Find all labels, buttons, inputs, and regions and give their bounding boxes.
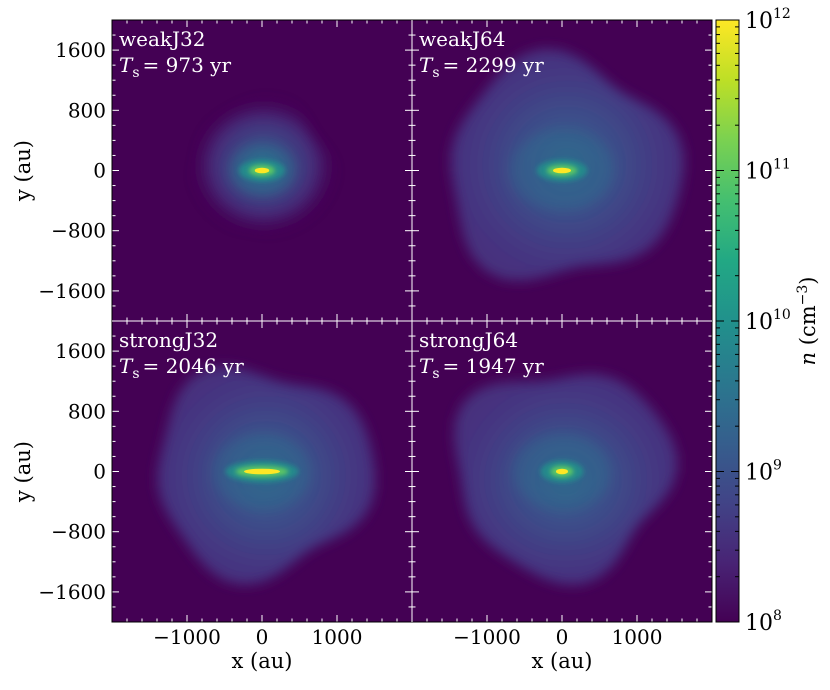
y-tick-label: −800 [51, 219, 106, 243]
panel-time-label: Ts = 2299 yr [419, 53, 544, 81]
y-axis-title: y (au) [11, 140, 35, 202]
disk-core [244, 468, 280, 475]
panel-strongJ64 [412, 321, 712, 622]
y-tick-label: 1600 [55, 38, 106, 62]
disk-core [556, 468, 568, 475]
x-axis-title: x (au) [532, 649, 593, 673]
y-tick-label: 1600 [55, 339, 106, 363]
x-tick-label: −1000 [453, 625, 521, 649]
panel-time-label: Ts = 973 yr [119, 53, 231, 81]
panel-strongJ32 [112, 321, 412, 622]
disk-core [254, 167, 270, 174]
x-tick-label: −1000 [153, 625, 221, 649]
x-tick-label: 1000 [312, 625, 363, 649]
x-tick-label: 0 [256, 625, 269, 649]
disk-core [553, 167, 571, 174]
x-axis-title: x (au) [232, 649, 293, 673]
y-tick-label: −800 [51, 520, 106, 544]
panel-time-label: Ts = 1947 yr [419, 354, 544, 382]
panel-name-label: weakJ64 [419, 27, 505, 51]
y-tick-label: −1600 [38, 279, 106, 303]
colorbar-tick-label: 1011 [745, 157, 791, 185]
colorbar-title: n (cm−3) [795, 277, 820, 366]
x-tick-label: 1000 [612, 625, 663, 649]
panel-ticks [411, 320, 713, 623]
panel-name-label: strongJ64 [419, 328, 518, 352]
panel-weakJ64 [412, 20, 712, 321]
y-axis-title: y (au) [11, 441, 35, 503]
colorbar-tick-label: 1012 [745, 6, 791, 34]
panel-time-label: Ts = 2046 yr [119, 354, 244, 382]
colorbar-tick-label: 109 [745, 458, 782, 486]
y-tick-label: 800 [68, 98, 106, 122]
colorbar-tick-label: 108 [745, 608, 782, 636]
x-tick-label: 0 [556, 625, 569, 649]
panel-name-label: strongJ32 [119, 328, 218, 352]
colorbar-tick-label: 1010 [745, 307, 791, 335]
panel-weakJ32 [112, 20, 412, 321]
panel-name-label: weakJ32 [119, 27, 205, 51]
y-tick-label: 0 [93, 460, 106, 484]
y-tick-label: −1600 [38, 580, 106, 604]
y-tick-label: 0 [93, 159, 106, 183]
y-tick-label: 800 [68, 399, 106, 423]
colorbar-minor-ticks [716, 26, 739, 578]
